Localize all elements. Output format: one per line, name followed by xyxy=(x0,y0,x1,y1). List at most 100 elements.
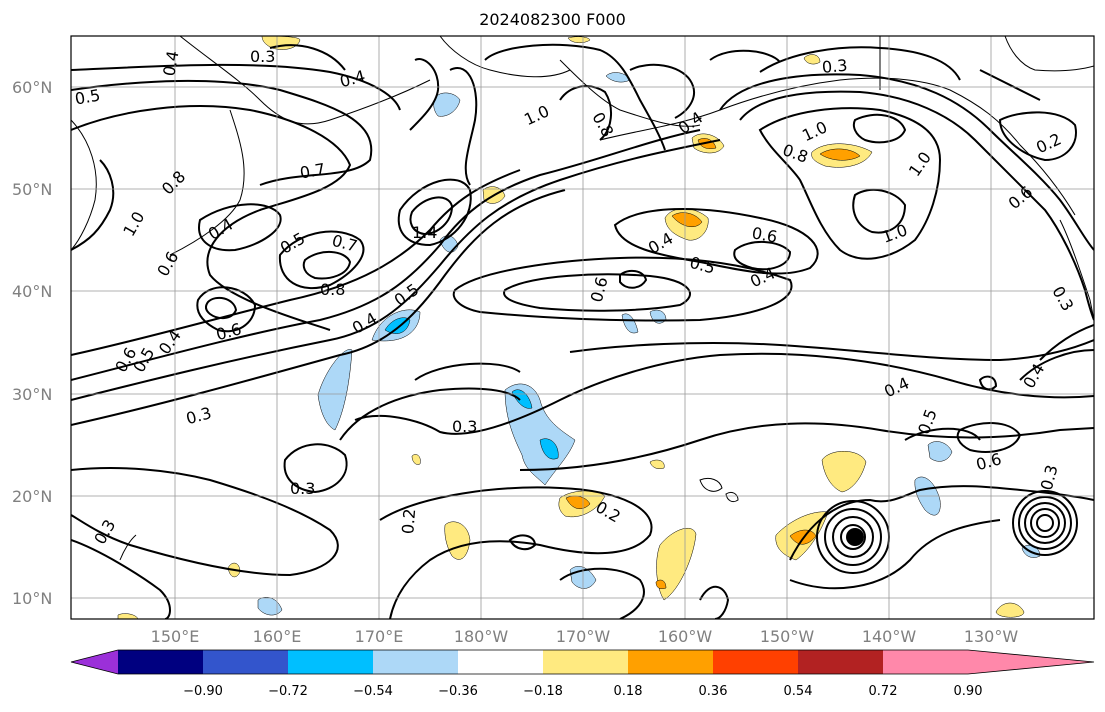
colorbar-tick-label: −0.90 xyxy=(183,684,223,699)
contour-line xyxy=(759,46,881,73)
contour-line xyxy=(789,485,1094,561)
lat-label: 10°N xyxy=(12,589,52,608)
contour-label: 0.8 xyxy=(320,280,345,299)
colorbar-segment xyxy=(543,650,628,674)
map-frame xyxy=(70,35,1095,620)
lat-label: 50°N xyxy=(12,180,52,199)
contour-line xyxy=(198,203,282,252)
contour-line xyxy=(559,567,645,619)
fill-region xyxy=(317,349,353,431)
coastline xyxy=(119,534,137,561)
contour-line xyxy=(503,273,691,312)
contour-line xyxy=(719,73,1094,251)
colorbar-tick-label: −0.36 xyxy=(438,684,478,699)
contour-label: 0.4 xyxy=(159,49,182,77)
cyclone-center xyxy=(846,528,864,546)
contour-line xyxy=(979,69,1041,101)
colorbar: −0.90 −0.72 −0.54 −0.36 −0.18 0.18 0.36 … xyxy=(70,649,1095,699)
fill-region xyxy=(621,313,639,334)
lat-label: 60°N xyxy=(12,78,52,97)
colorbar-segment xyxy=(883,650,968,674)
contour-line xyxy=(269,44,346,71)
fill-region xyxy=(257,597,283,616)
contour-line xyxy=(852,188,907,234)
graticule xyxy=(71,36,1094,619)
contour-line xyxy=(1012,490,1078,556)
contour-line xyxy=(1030,508,1060,538)
contour-line xyxy=(824,508,882,566)
colorbar-tick-label: −0.18 xyxy=(523,684,563,699)
colorbar-segment xyxy=(373,650,458,674)
contour-line xyxy=(559,85,612,141)
colorbar-tick-label: 0.90 xyxy=(954,684,983,699)
coastline xyxy=(559,59,701,127)
contour-line xyxy=(71,159,115,251)
contour-line xyxy=(71,539,171,619)
contour-line xyxy=(998,111,1077,162)
contour-label: 0.3 xyxy=(452,417,477,436)
colorbar-tick-label: 0.72 xyxy=(869,684,898,699)
contour-label: 0.3 xyxy=(250,47,275,66)
colorbar-segment xyxy=(968,650,1094,674)
contour-line xyxy=(519,422,1094,471)
colorbar-segment xyxy=(628,650,713,674)
fill-region xyxy=(539,438,559,460)
contour-label: 0.3 xyxy=(290,479,315,498)
latitude-axis: 60°N 50°N 40°N 30°N 20°N 10°N xyxy=(12,78,52,608)
lat-label: 40°N xyxy=(12,282,52,301)
lat-label: 20°N xyxy=(12,487,52,506)
contour-line xyxy=(278,230,365,290)
coastline xyxy=(599,77,1076,216)
contour-line xyxy=(1039,324,1094,361)
contour-line xyxy=(709,49,781,63)
contour-line xyxy=(71,63,401,111)
colorbar-segment xyxy=(288,650,373,674)
contour-line xyxy=(397,178,472,247)
fill-region xyxy=(504,383,576,486)
colorbar-tick-label: 0.18 xyxy=(614,684,643,699)
fill-region xyxy=(567,36,591,43)
contour-line xyxy=(302,251,352,280)
contour-line xyxy=(452,256,793,322)
contour-line xyxy=(508,534,537,551)
fill-region xyxy=(117,613,139,619)
coastline xyxy=(179,36,431,125)
contour-line xyxy=(71,129,701,381)
contour-line xyxy=(71,79,373,186)
contour-line xyxy=(1019,349,1094,381)
lon-label: 180°W xyxy=(454,627,509,646)
contour-label: 0.3 xyxy=(821,56,848,77)
lon-label: 160°E xyxy=(253,627,302,646)
contour-line xyxy=(840,524,866,550)
contour-line xyxy=(739,90,1094,321)
contour-line xyxy=(699,585,730,619)
lon-label: 150°E xyxy=(151,627,200,646)
contour-line xyxy=(71,467,339,577)
fill-region xyxy=(649,459,665,469)
contour-line xyxy=(354,352,1094,435)
contour-line xyxy=(204,296,238,320)
colorbar-outline xyxy=(70,649,1095,675)
lon-label: 150°W xyxy=(760,627,815,646)
contour-line xyxy=(409,196,454,236)
longitude-axis: 150°E 160°E 170°E 180°W 170°W 160°W 150°… xyxy=(151,627,1019,646)
coastline xyxy=(725,491,739,503)
fill-region xyxy=(655,579,667,589)
contour-line xyxy=(196,286,257,333)
coastline xyxy=(169,109,245,256)
coastline xyxy=(71,119,97,251)
coastline xyxy=(1004,36,1094,72)
contour-line xyxy=(733,240,792,271)
colorbar-segment xyxy=(203,650,288,674)
contour-line xyxy=(71,105,352,331)
contour-line xyxy=(619,269,648,289)
lon-label: 160°W xyxy=(658,627,713,646)
coastlines xyxy=(71,36,1094,561)
contour-line xyxy=(904,427,981,441)
contour-line xyxy=(1018,496,1072,550)
lon-label: 140°W xyxy=(862,627,917,646)
contour-line xyxy=(1024,502,1066,544)
contour-line xyxy=(71,139,721,401)
contour-lines xyxy=(71,43,1094,619)
